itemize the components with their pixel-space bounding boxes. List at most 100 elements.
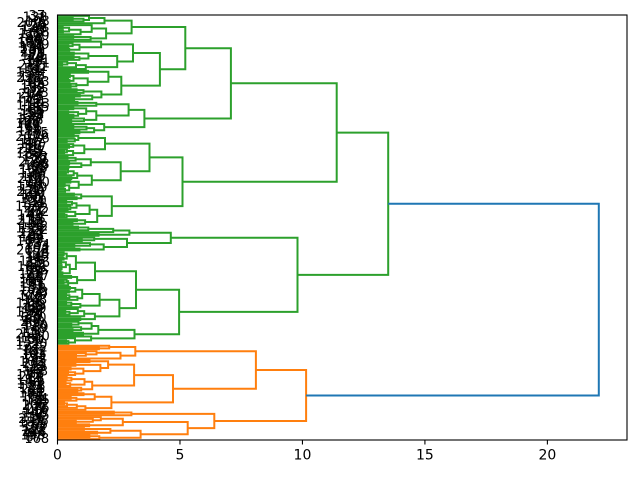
dendrogram-link	[57, 89, 85, 94]
y-tick-label: 168	[24, 432, 49, 447]
y-tick-label: 2	[34, 84, 42, 99]
y-tick-label: 77	[32, 287, 49, 302]
dendrogram-link	[57, 303, 82, 309]
dendrogram-link	[57, 199, 68, 204]
y-tick-label: 161	[19, 192, 44, 207]
y-tick-label: 106	[24, 128, 49, 143]
dendrogram-link	[57, 294, 71, 299]
dendrogram-link	[57, 106, 75, 111]
dendrogram-link	[73, 77, 89, 87]
dendrogram-link	[89, 417, 124, 427]
dendrogram-link	[57, 150, 75, 157]
dendrogram-link	[57, 88, 78, 92]
y-tick-label: 140	[22, 322, 47, 337]
dendrogram-link	[57, 113, 75, 118]
y-tick-label: 101	[15, 199, 40, 214]
y-tick-label: 37	[29, 9, 46, 24]
dendrogram-link	[214, 369, 308, 422]
y-tick-label: 108	[25, 14, 50, 29]
y-tick-label: 195	[19, 386, 44, 401]
y-tick-label: 172	[24, 205, 49, 220]
y-tick-label: 147	[18, 137, 43, 152]
dendrogram-link	[57, 236, 96, 242]
y-tick-label: 98	[33, 157, 50, 172]
dendrogram-link	[68, 287, 77, 293]
dendrogram-link	[57, 381, 67, 386]
y-tick-label: 149	[20, 24, 45, 39]
dendrogram-link	[57, 148, 68, 154]
y-tick-label: 103	[24, 86, 49, 101]
y-tick-label: 99	[24, 313, 41, 328]
y-tick-label: 125	[17, 112, 42, 127]
axes-spines	[56, 14, 628, 441]
y-tick-label: 214	[19, 370, 44, 385]
y-tick-label: 156	[23, 264, 48, 279]
dendrogram-link	[57, 62, 64, 67]
y-tick-label: 36	[29, 278, 46, 293]
dendrogram-link	[91, 328, 136, 340]
dendrogram-root-link	[306, 202, 600, 397]
y-tick-label: 215	[25, 101, 50, 116]
dendrogram-link	[57, 145, 70, 149]
y-tick-label: 59	[27, 35, 44, 50]
y-tick-label: 50	[27, 333, 44, 348]
y-tick-label: 123	[18, 225, 43, 240]
y-tick-label: 43	[25, 93, 42, 108]
y-tick-label: 194	[20, 231, 45, 246]
dendrogram-link	[57, 396, 78, 402]
y-tick-label: 185	[20, 104, 45, 119]
y-tick-label: 130	[19, 40, 44, 55]
cluster-orange-links	[57, 344, 308, 441]
y-tick-label: 164	[16, 234, 41, 249]
y-tick-label: 66	[25, 275, 42, 290]
y-tick-label: 170	[23, 319, 48, 334]
dendrogram-link	[57, 156, 77, 162]
dendrogram-link	[134, 288, 181, 336]
y-tick-label: 89	[24, 31, 41, 46]
y-tick-label: 175	[25, 247, 50, 262]
dendrogram-link	[73, 52, 90, 60]
dendrogram-link	[92, 363, 136, 387]
y-tick-label: 18	[33, 25, 50, 40]
dendrogram-link	[57, 84, 72, 89]
y-tick-label: 68	[31, 161, 48, 176]
dendrogram-link	[57, 119, 73, 124]
dendrogram-link	[101, 43, 134, 63]
dendrogram-link	[57, 93, 81, 98]
dendrogram-link	[57, 309, 67, 314]
y-tick-label: 174	[16, 91, 41, 106]
y-tick-label: 39	[32, 320, 49, 335]
dendrogram-link	[111, 374, 174, 404]
y-tick-label: 73	[27, 90, 44, 105]
y-tick-label: 70	[29, 47, 46, 62]
dendrogram-link	[84, 110, 98, 121]
y-tick-label: 109	[21, 170, 46, 185]
y-tick-label: 46	[25, 135, 42, 150]
dendrogram-link	[170, 236, 299, 313]
dendrogram-link	[57, 386, 83, 392]
dendrogram-link	[73, 107, 88, 115]
dendrogram-link	[57, 179, 72, 184]
dendrogram-link	[57, 430, 99, 435]
y-tick-label: 165	[21, 390, 46, 405]
dendrogram-link	[96, 103, 130, 117]
y-tick-label: 71	[28, 203, 45, 218]
y-tick-label: 176	[24, 403, 49, 418]
dendrogram-link	[57, 60, 69, 66]
dendrogram-link	[73, 193, 83, 200]
dendrogram-link	[57, 427, 85, 431]
y-tick-label: 22	[32, 223, 49, 238]
dendrogram-link	[57, 289, 70, 294]
dendrogram-link	[76, 393, 96, 401]
dendrogram-link	[57, 150, 66, 155]
dendrogram-link	[57, 331, 84, 336]
dendrogram-link	[57, 25, 64, 30]
y-tick-label: 178	[18, 289, 43, 304]
dendrogram-link	[57, 328, 74, 332]
y-tick-label: 230	[22, 311, 47, 326]
y-tick-label: 5	[40, 126, 48, 141]
dendrogram-link	[57, 97, 76, 102]
y-tick-label: 12	[28, 366, 45, 381]
dendrogram-link	[57, 200, 73, 206]
dendrogram-link	[57, 402, 68, 408]
